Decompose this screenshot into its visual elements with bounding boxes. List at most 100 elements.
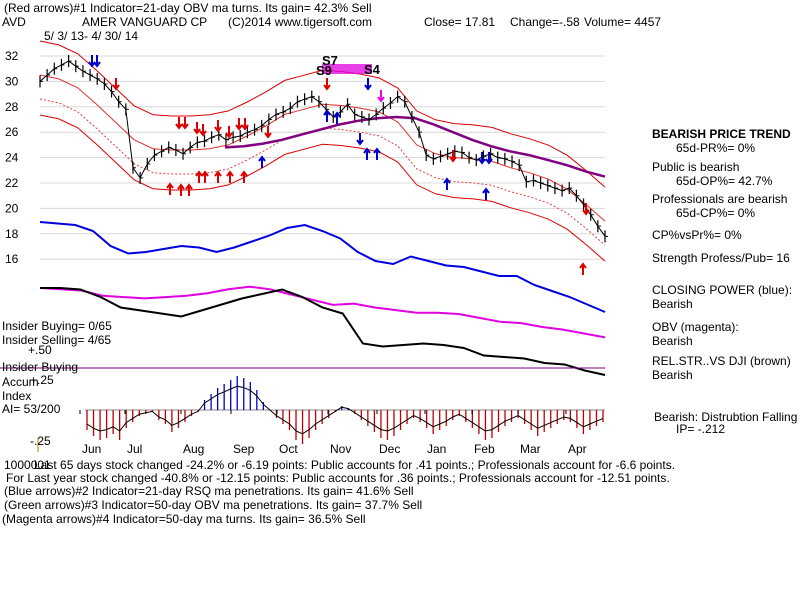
- signal-arrow-up: [258, 155, 266, 168]
- signal-arrow-down: [364, 78, 372, 91]
- signal-arrow-down: [323, 78, 331, 91]
- arrow-head: [185, 183, 193, 190]
- ticker-symbol: AVD: [2, 15, 26, 29]
- signal-arrow-up: [443, 177, 451, 190]
- lower-band-line: [39, 114, 606, 262]
- op-value: 65d-OP%= 42.7%: [676, 174, 773, 188]
- closing-power-label: CLOSING POWER (blue):: [652, 283, 793, 297]
- signal-arrow-up: [214, 170, 222, 183]
- public-label: Public is bearish: [652, 160, 740, 174]
- signal-arrow-down: [112, 78, 120, 91]
- dotted-ma-line: [39, 98, 606, 246]
- signal-arrow-up: [166, 182, 174, 195]
- arrow-head: [373, 147, 381, 154]
- arrow-head: [582, 209, 590, 216]
- indicator-3-legend: (Green arrows)#3 Indicator=50-day OBV ma…: [4, 498, 423, 512]
- signal-arrow-down: [235, 118, 243, 131]
- signal-arrow-up: [240, 170, 248, 183]
- arrow-head: [214, 126, 222, 133]
- signal-arrow-down: [356, 133, 364, 146]
- signal-arrow-down: [478, 152, 486, 165]
- relative-strength-label: REL.STR..VS DJI (brown): [652, 354, 791, 368]
- x-tick-Feb: Feb: [474, 442, 495, 456]
- signal-s7-label: S7: [322, 53, 338, 68]
- signal-arrow-down: [181, 117, 189, 130]
- cp-vs-pr-value: CP%vsPr%= 0%: [652, 228, 742, 242]
- signal-arrow-up: [177, 183, 185, 196]
- indicator-lines: [39, 115, 606, 376]
- arrow-head: [364, 84, 372, 91]
- close-price: Close= 17.81: [424, 15, 496, 29]
- signal-arrow-down: [582, 203, 590, 216]
- x-tick-Jan: Jan: [427, 442, 446, 456]
- strength-value: Strength Profess/Pub= 16: [652, 251, 790, 265]
- signal-arrow-up: [482, 187, 490, 200]
- arrow-head: [323, 84, 331, 91]
- signal-arrow-down: [485, 152, 493, 165]
- x-tick-Aug: Aug: [183, 442, 204, 456]
- obv-state: Bearish: [652, 334, 693, 348]
- price-change: Change=-.58: [510, 15, 580, 29]
- arrow-head: [443, 177, 451, 184]
- signal-arrow-down: [88, 55, 96, 68]
- arrow-head: [226, 170, 234, 177]
- signal-arrow-up: [195, 170, 203, 183]
- accum-plus25-label: +.25: [30, 373, 54, 387]
- accum-label: Accum: [2, 375, 39, 389]
- x-axis-ticks: Jun Jul Aug Sep Oct Nov Dec Jan Feb Mar Apr: [79, 410, 587, 456]
- y-axis-ticks: 32 30 28 26 24 22 20 18 16: [5, 49, 19, 266]
- y-tick-20: 20: [5, 201, 19, 215]
- y-tick-18: 18: [5, 227, 19, 241]
- x-tick-Sep: Sep: [233, 442, 255, 456]
- arrow-head: [264, 132, 272, 139]
- price-bar: [604, 230, 608, 243]
- signal-s4-label: S4: [364, 62, 380, 77]
- accumulation-index-panel: [0, 367, 605, 452]
- arrow-head: [485, 158, 493, 165]
- signal-arrow-up: [226, 170, 234, 183]
- arrow-head: [225, 132, 233, 139]
- signal-arrow-down: [193, 122, 201, 135]
- obv-label: OBV (magenta):: [652, 320, 739, 334]
- summary-last-year: For Last year stock changed -40.8% or -1…: [6, 471, 670, 485]
- signal-arrow-up: [333, 111, 341, 124]
- arrow-head: [181, 123, 189, 130]
- closing-power-line: [39, 221, 606, 313]
- signal-arrow-down: [225, 126, 233, 139]
- insider-selling-count: Insider Selling= 4/65: [2, 333, 112, 347]
- signal-arrow-up: [579, 262, 587, 275]
- professionals-label: Professionals are bearish: [652, 192, 788, 206]
- arrow-head: [93, 61, 101, 68]
- insider-buying-label: Insider Buying: [2, 360, 79, 374]
- arrow-head: [449, 156, 457, 163]
- insider-buying-count: Insider Buying= 0/65: [2, 319, 112, 333]
- arrow-head: [175, 123, 183, 130]
- y-tick-30: 30: [5, 74, 19, 88]
- x-tick-Nov: Nov: [330, 442, 351, 456]
- volume: Volume= 4457: [584, 15, 662, 29]
- x-tick-Oct: Oct: [279, 442, 298, 456]
- arrow-head: [214, 170, 222, 177]
- pr-value: 65d-PR%= 0%: [676, 141, 756, 155]
- price-bars: [39, 55, 608, 243]
- arrow-head: [323, 109, 331, 116]
- signal-arrow-down: [241, 118, 249, 131]
- indicator-2-legend: (Blue arrows)#2 Indicator=21-day RSQ ma …: [4, 484, 414, 498]
- arrow-head: [199, 130, 207, 137]
- signal-arrow-up: [373, 147, 381, 160]
- indicator-1-legend: (Red arrows)#1 Indicator=21-day OBV ma t…: [4, 1, 372, 15]
- signal-arrow-up: [363, 147, 371, 160]
- y-tick-32: 32: [5, 49, 19, 63]
- arrow-head: [241, 124, 249, 131]
- relative-strength-line: [40, 287, 606, 376]
- arrow-head: [363, 147, 371, 154]
- signal-arrow-up: [323, 109, 331, 122]
- ai-value: AI= 53/200: [2, 402, 61, 416]
- company-name: AMER VANGUARD CP: [82, 15, 208, 29]
- arrow-head: [195, 170, 203, 177]
- x-tick-Dec: Dec: [379, 442, 400, 456]
- x-tick-Jul: Jul: [127, 442, 142, 456]
- arrow-head: [482, 187, 490, 194]
- arrow-head: [240, 170, 248, 177]
